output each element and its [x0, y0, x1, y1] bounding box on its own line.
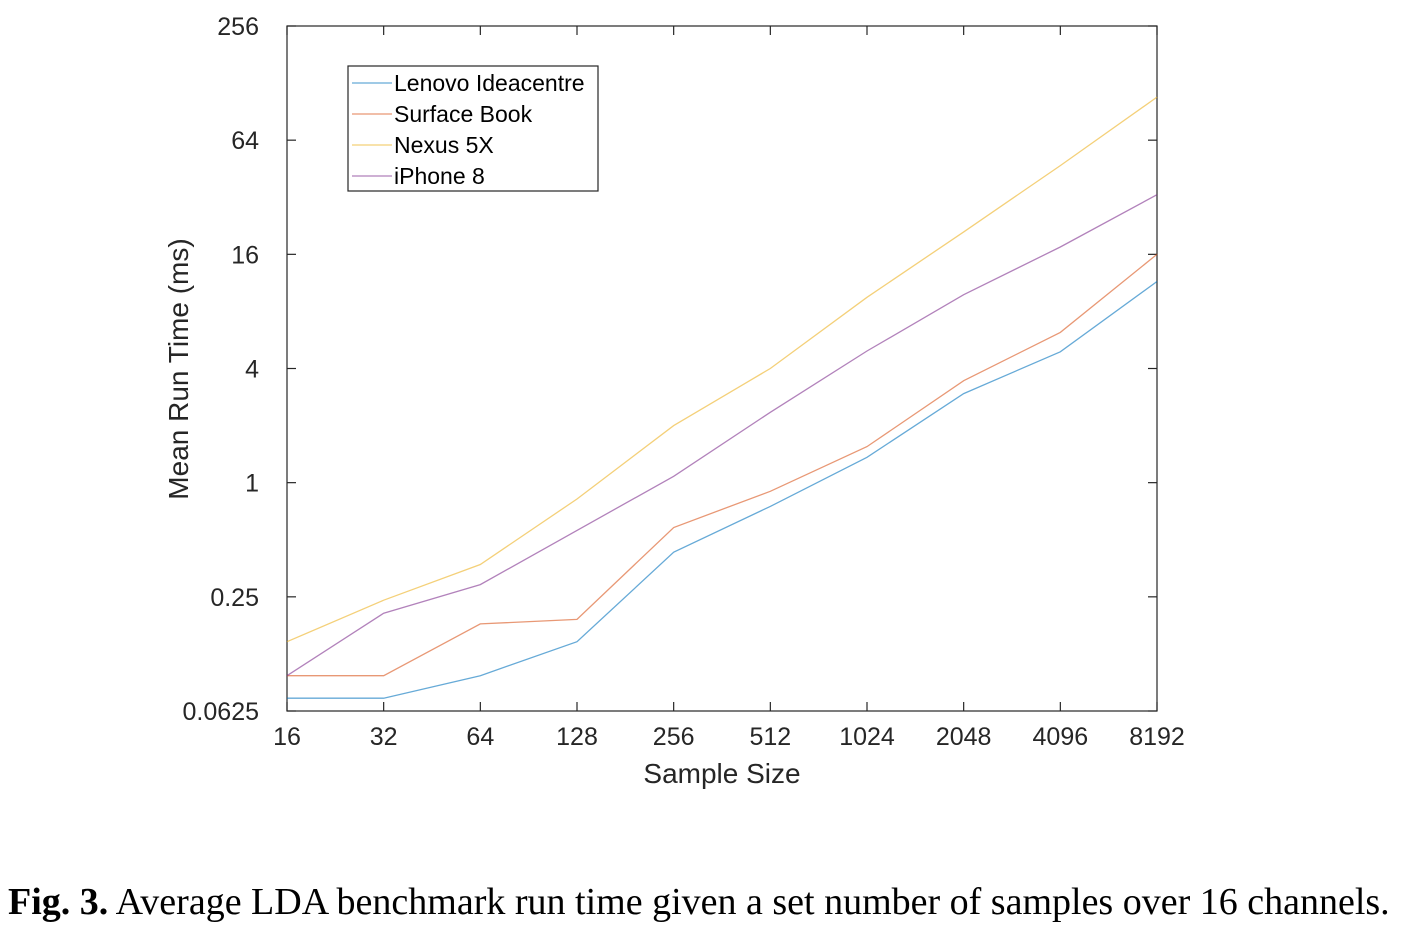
- x-tick-label: 512: [749, 723, 791, 751]
- x-tick-label: 128: [556, 723, 598, 751]
- y-tick-label: 4: [245, 356, 259, 384]
- y-tick-label: 0.25: [210, 584, 259, 612]
- x-tick-label: 1024: [839, 723, 895, 751]
- x-tick-label: 256: [653, 723, 695, 751]
- x-tick-label: 32: [370, 723, 398, 751]
- x-tick-label: 2048: [936, 723, 992, 751]
- figure-caption: Fig. 3. Average LDA benchmark run time g…: [8, 880, 1404, 924]
- y-axis-title: Mean Run Time (ms): [163, 238, 194, 499]
- legend-label: Lenovo Ideacentre: [394, 70, 585, 96]
- y-tick-label: 16: [231, 241, 259, 269]
- series-line-1: [287, 253, 1158, 677]
- y-tick-label: 0.0625: [183, 698, 259, 726]
- series-line-2: [286, 96, 1158, 643]
- x-tick-label: 64: [466, 723, 494, 751]
- caption-text: Average LDA benchmark run time given a s…: [108, 881, 1390, 923]
- legend-label: iPhone 8: [394, 163, 485, 189]
- y-tick-label: 256: [217, 13, 259, 41]
- y-tick-label: 64: [231, 127, 259, 155]
- x-tick-labels: 16 32 64 128 256 512 1024 2048 4096 8192: [273, 723, 1185, 751]
- x-tick-label: 8192: [1129, 723, 1185, 751]
- caption-label: Fig. 3.: [8, 881, 109, 923]
- x-tick-label: 16: [273, 723, 301, 751]
- y-tick-label: 1: [245, 470, 259, 498]
- legend-label: Surface Book: [394, 101, 533, 127]
- legend: Lenovo Ideacentre Surface Book Nexus 5X iPh…: [347, 65, 599, 192]
- axis-ticks: [286, 25, 1158, 712]
- y-tick-labels: 0.0625 0.25 1 4 16 64 256: [183, 13, 260, 726]
- x-tick-label: 4096: [1033, 723, 1089, 751]
- series-line-3: [286, 194, 1158, 677]
- legend-box: [347, 65, 599, 192]
- x-axis-title: Sample Size: [643, 758, 800, 789]
- run-time-chart: 16 32 64 128 256 512 1024 2048 4096 8192 0.06250.…: [163, 13, 1185, 789]
- legend-label: Nexus 5X: [394, 132, 494, 158]
- series-lines: [286, 96, 1158, 699]
- series-line-0: [287, 280, 1158, 699]
